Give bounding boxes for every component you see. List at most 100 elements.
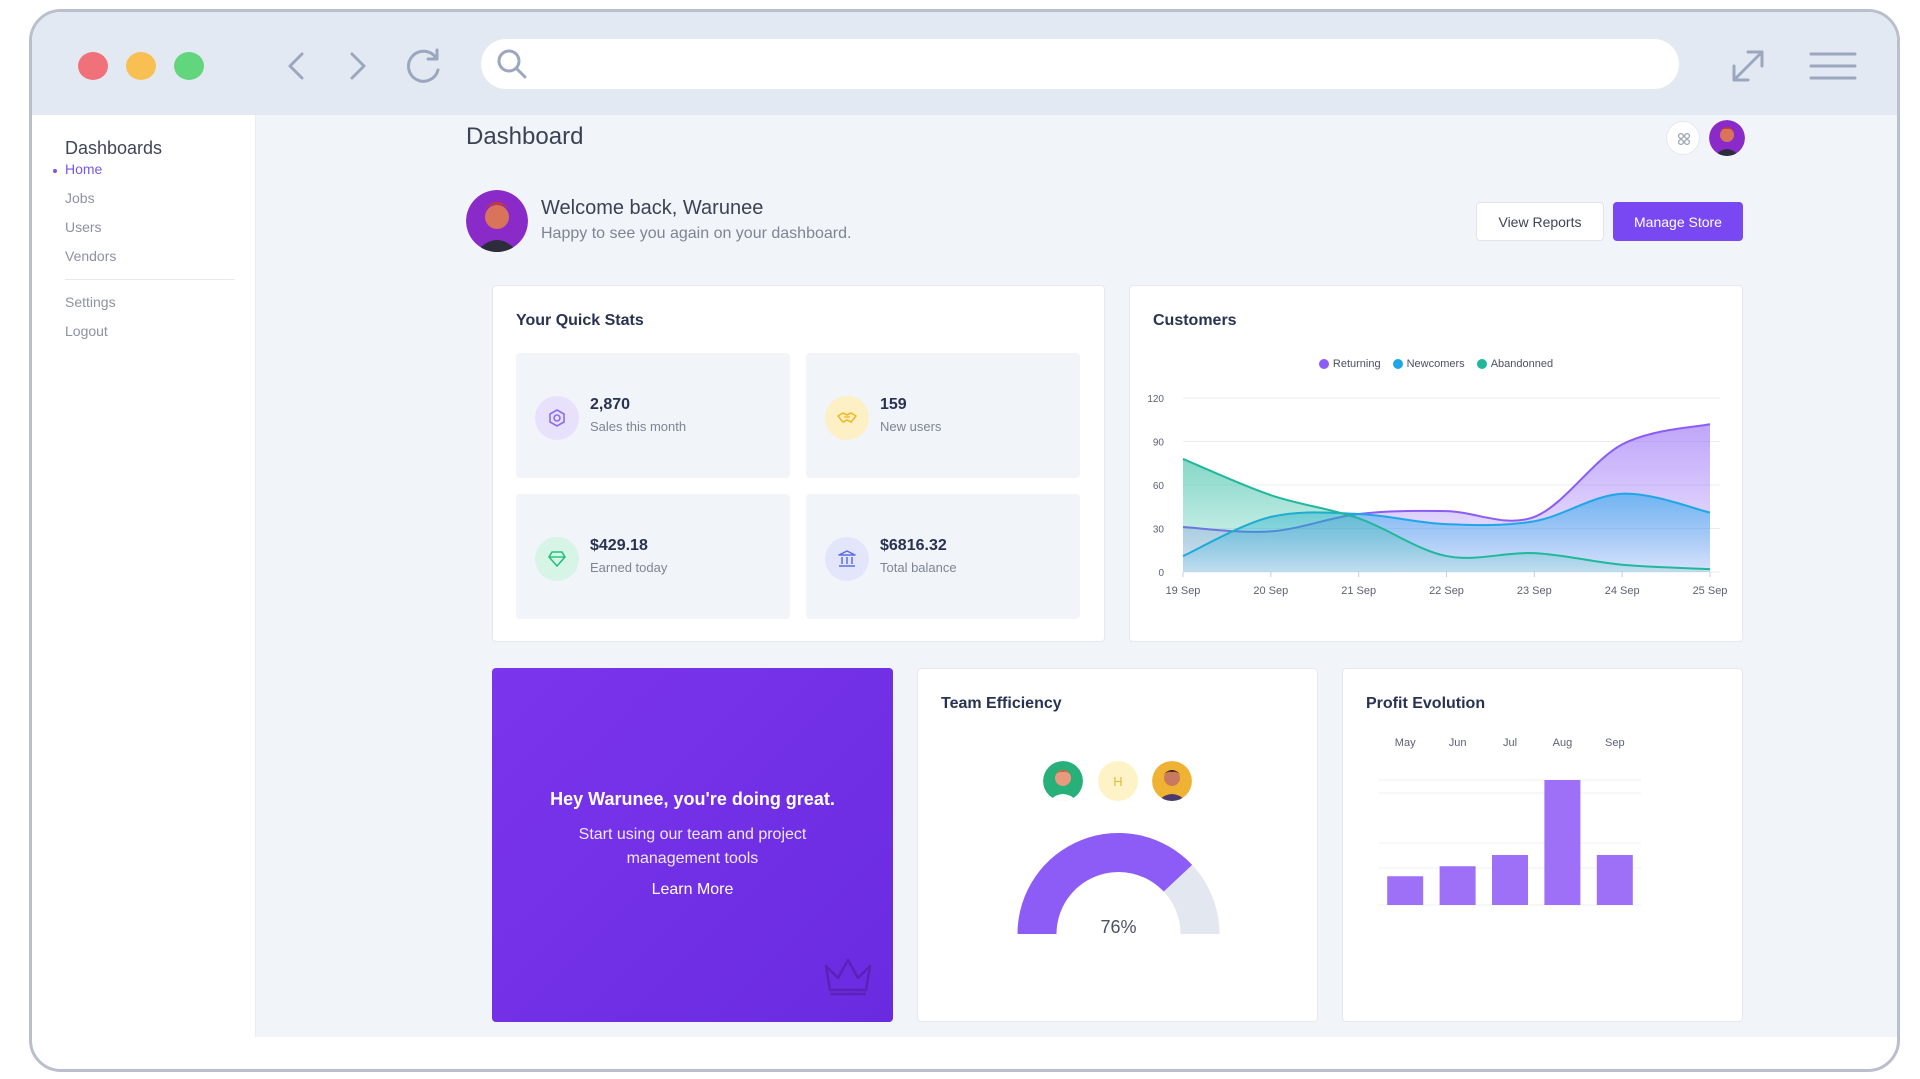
y-tick-label: 90	[1153, 438, 1165, 449]
close-window-button[interactable]	[78, 52, 108, 80]
efficiency-gauge: 76%	[1017, 833, 1220, 937]
series-line	[1182, 457, 1711, 571]
reload-icon[interactable]	[400, 42, 448, 90]
maximize-window-button[interactable]	[174, 52, 204, 80]
promo-title: Hey Warunee, you're doing great.	[550, 789, 835, 809]
team-efficiency-title: Team Efficiency	[941, 695, 1062, 712]
stat-value: 2,870	[590, 396, 631, 413]
x-tick-label: Jun	[1449, 737, 1467, 749]
x-tick-label: 21 Sep	[1341, 585, 1376, 597]
legend-item[interactable]: Abandonned	[1476, 358, 1554, 370]
bar[interactable]	[1439, 866, 1476, 905]
legend-label: Returning	[1332, 358, 1381, 370]
bar[interactable]	[1596, 855, 1633, 905]
stat-tile: 2,870 Sales this month	[516, 353, 790, 478]
customers-legend: Returning Newcomers Abandonned	[1130, 358, 1742, 370]
stat-label: Earned today	[590, 560, 668, 575]
y-tick-label: 120	[1147, 394, 1164, 405]
legend-label: Newcomers	[1406, 358, 1465, 370]
stat-value: 159	[880, 396, 907, 413]
sidebar-item-home[interactable]: Home	[65, 161, 103, 177]
stat-tile: 159 New users	[806, 353, 1080, 478]
team-efficiency-card: Team Efficiency 76%	[917, 668, 1318, 1022]
handshake-icon	[825, 396, 869, 440]
x-tick-label: 19 Sep	[1166, 585, 1201, 597]
legend-swatch	[1392, 359, 1403, 369]
x-tick-label: 24 Sep	[1605, 585, 1640, 597]
customers-chart: 120 90 60 30 019 Sep 20 Sep 21 Sep 22 Sep 23 Sep…	[1147, 394, 1728, 597]
profit-evolution-title: Profit Evolution	[1366, 695, 1486, 712]
page-title: Dashboard	[466, 123, 584, 150]
stat-value: $429.18	[590, 537, 648, 554]
legend-item[interactable]: Returning	[1318, 358, 1381, 370]
back-arrow-icon[interactable]	[272, 42, 320, 90]
x-tick-label: 20 Sep	[1253, 585, 1288, 597]
stat-tile: $429.18 Earned today	[516, 494, 790, 619]
x-tick-label: 22 Sep	[1429, 585, 1464, 597]
bar[interactable]	[1387, 876, 1424, 905]
legend-swatch	[1318, 359, 1329, 369]
customers-card: Customers Returning Newcomers Abandonned 1…	[1129, 285, 1743, 642]
legend-label: Abandonned	[1490, 358, 1554, 370]
expand-icon[interactable]	[1724, 42, 1772, 90]
bar[interactable]	[1544, 780, 1581, 905]
welcome-avatar	[466, 190, 528, 252]
sidebar-divider	[65, 279, 235, 280]
stat-label: Sales this month	[590, 419, 687, 434]
active-bullet-icon	[53, 169, 57, 173]
y-tick-label: 30	[1153, 525, 1165, 536]
bar[interactable]	[1492, 855, 1528, 905]
address-input[interactable]	[545, 49, 1659, 81]
sidebar-item-jobs[interactable]: Jobs	[65, 190, 95, 206]
sidebar-item-vendors[interactable]: Vendors	[65, 248, 117, 264]
gauge-fill	[1017, 833, 1193, 934]
team-member-avatar[interactable]	[1152, 761, 1192, 801]
user-avatar[interactable]	[1709, 120, 1745, 156]
apps-grid-icon	[1677, 132, 1691, 146]
team-member-initial[interactable]: H	[1098, 761, 1138, 801]
x-tick-label: 23 Sep	[1517, 585, 1552, 597]
team-member-avatar[interactable]	[1043, 761, 1083, 801]
apps-grid-button[interactable]	[1666, 121, 1700, 155]
series-area	[1183, 458, 1710, 572]
x-tick-label: 25 Sep	[1693, 585, 1728, 597]
x-tick-label: Sep	[1605, 737, 1625, 749]
stat-value: $6816.32	[880, 537, 947, 554]
bank-icon	[825, 537, 869, 581]
y-tick-label: 0	[1158, 568, 1164, 579]
hamburger-menu-icon[interactable]	[1807, 42, 1859, 90]
address-bar[interactable]	[481, 39, 1679, 89]
x-tick-label: Aug	[1553, 737, 1573, 749]
sidebar-item-users[interactable]: Users	[65, 219, 102, 235]
legend-swatch	[1476, 359, 1487, 369]
forward-arrow-icon[interactable]	[334, 42, 382, 90]
view-reports-button[interactable]: View Reports	[1476, 202, 1604, 241]
quick-stats-card: Your Quick Stats 2,870 Sales this month …	[492, 285, 1105, 642]
crown-icon	[824, 958, 872, 996]
x-tick-label: May	[1395, 737, 1416, 749]
gem-icon	[535, 537, 579, 581]
stat-label: New users	[880, 419, 942, 434]
x-tick-label: Jul	[1503, 737, 1517, 749]
legend-item[interactable]: Newcomers	[1392, 358, 1465, 370]
sidebar-item-logout[interactable]: Logout	[65, 323, 108, 339]
customers-title: Customers	[1153, 312, 1237, 329]
manage-store-button[interactable]: Manage Store	[1613, 202, 1743, 241]
promo-card: Hey Warunee, you're doing great. Start u…	[492, 668, 893, 1022]
browser-toolbar	[32, 12, 1897, 115]
quick-stats-title: Your Quick Stats	[516, 312, 644, 329]
minimize-window-button[interactable]	[126, 52, 156, 80]
sidebar-title: Dashboards	[65, 138, 163, 158]
welcome-subtitle: Happy to see you again on your dashboard…	[541, 225, 852, 242]
stat-tile: $6816.32 Total balance	[806, 494, 1080, 619]
y-tick-label: 60	[1153, 481, 1165, 492]
learn-more-link[interactable]: Learn More	[651, 881, 734, 898]
gauge-value-label: 76%	[1100, 917, 1136, 937]
sidebar: Dashboards Home Jobs Users Vendors Setti…	[32, 115, 256, 1037]
sidebar-item-settings[interactable]: Settings	[65, 294, 116, 310]
promo-text: Start using our team and project managem…	[578, 826, 807, 867]
welcome-title: Welcome back, Warunee	[541, 197, 764, 219]
stat-label: Total balance	[880, 560, 957, 575]
target-icon	[535, 396, 579, 440]
search-icon	[497, 49, 527, 79]
